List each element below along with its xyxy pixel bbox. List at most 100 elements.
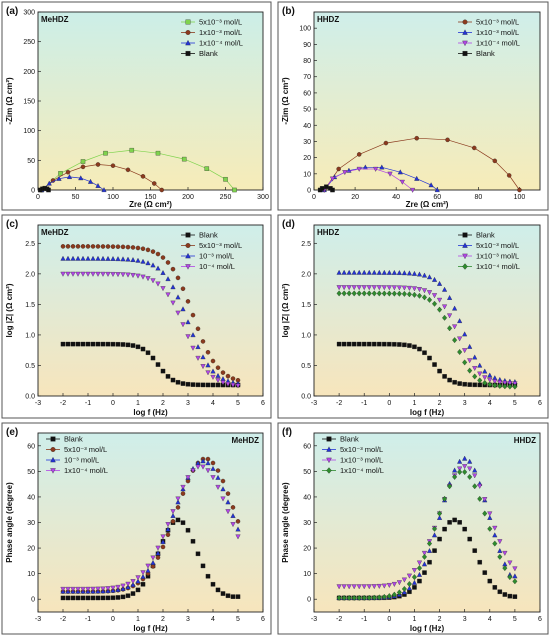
data-point [366,584,372,590]
legend-label: Blank [476,49,495,58]
data-point [210,460,216,466]
data-point [447,483,453,490]
y-tick-label: 2.5 [25,241,35,248]
data-point [210,358,216,364]
data-point [185,334,191,340]
data-point [75,244,81,249]
data-point [402,342,407,348]
x-tick-label: -3 [35,400,41,407]
series-1 [60,244,241,383]
data-point [223,177,228,182]
series-line [324,137,520,191]
data-point [502,592,508,597]
x-tick-label: 5 [513,616,517,623]
x-tick-label: 0 [387,616,391,623]
data-point [180,491,186,496]
data-point [160,539,166,545]
data-point [366,341,372,347]
panel-label: (c) [6,219,18,230]
data-point [383,140,389,146]
data-point [90,271,96,277]
data-point [432,525,438,532]
data-point [160,255,166,260]
data-point [336,166,341,172]
data-point [235,594,241,599]
data-point [90,244,96,249]
data-point [110,244,116,249]
data-point [427,540,433,547]
data-point [225,491,231,496]
data-point [472,483,478,490]
data-point [416,287,423,293]
data-point [159,187,164,193]
data-point [115,595,121,600]
data-point [190,312,196,318]
legend-label: Blank [64,435,83,444]
data-point [235,526,241,532]
data-point [175,499,181,505]
x-tick-label: -2 [60,400,66,407]
data-point [416,560,423,566]
data-point [140,573,146,579]
data-point [432,300,438,307]
data-point [506,173,512,178]
legend-marker [50,447,56,452]
data-point [457,469,463,475]
x-tick-label: 1 [136,400,140,407]
data-point [60,341,66,347]
data-point [60,255,66,261]
data-point [155,251,161,257]
legend-marker [462,263,468,270]
x-tick-label: 50 [72,194,80,201]
data-point [457,336,463,342]
data-point [427,559,432,565]
data-point [512,573,518,579]
data-point [105,244,111,249]
data-point [502,383,508,390]
data-point [160,270,166,275]
data-point [180,286,186,291]
data-point [80,255,86,261]
data-point [396,580,402,586]
data-point [421,550,428,556]
x-tick-label: 4 [211,616,215,623]
data-point [477,377,483,384]
data-point [115,272,121,278]
data-point [507,574,513,581]
data-point [175,294,181,300]
data-point [70,244,76,249]
data-point [492,158,498,164]
data-point [427,355,432,361]
data-point [487,377,493,383]
y-tick-label: 40 [27,494,35,501]
legend-marker [462,232,468,238]
y-tick-label: 1.5 [301,302,311,309]
data-point [487,372,493,378]
y-tick-label: 80 [303,58,311,65]
data-point [416,292,422,299]
data-point [492,540,498,547]
data-point [512,383,518,390]
plot-area [313,224,541,397]
y-tick-label: 0.0 [301,394,311,401]
data-point [125,342,131,348]
data-point [220,380,226,386]
data-point [110,595,116,600]
x-axis-label: Zre (Ω cm²) [406,200,449,209]
data-point [215,484,221,490]
data-point [165,522,171,528]
data-point [205,362,211,368]
data-point [95,244,101,249]
data-point [70,255,76,261]
data-point [428,182,434,188]
data-point [210,382,216,388]
data-point [58,171,63,176]
data-point [220,478,226,484]
data-point [487,525,493,532]
data-point [135,587,141,593]
x-tick-label: 300 [257,194,269,201]
data-point [80,586,86,592]
data-point [101,187,107,193]
x-tick-label: 6 [261,616,265,623]
data-point [381,583,387,589]
